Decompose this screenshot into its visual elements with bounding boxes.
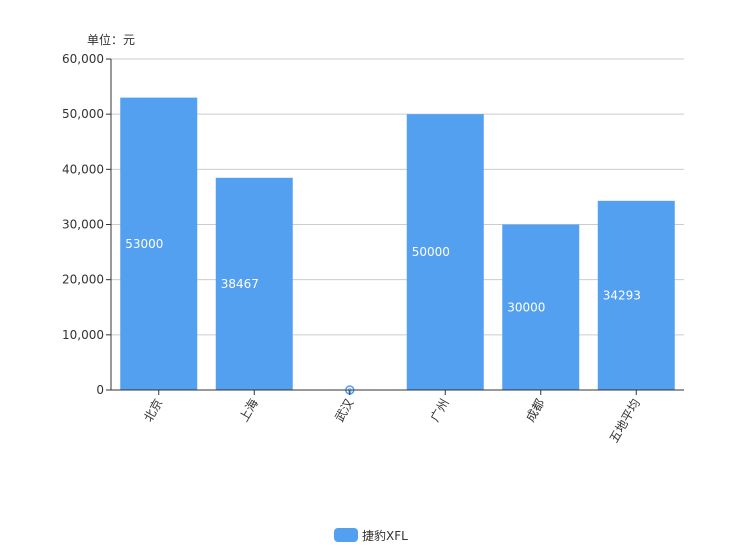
legend-swatch (334, 528, 358, 542)
y-tick-label: 20,000 (62, 273, 104, 287)
bar (597, 200, 675, 390)
x-tick-label: 上海 (236, 396, 261, 424)
bars (120, 97, 675, 395)
y-tick-label: 60,000 (62, 52, 104, 66)
grid-lines (111, 58, 684, 336)
y-tick-label: 50,000 (62, 107, 104, 121)
y-tick-label: 30,000 (62, 218, 104, 232)
data-label: 38467 (221, 277, 259, 291)
data-label: 34293 (603, 288, 641, 302)
x-tick-label: 武汉 (332, 397, 356, 425)
bar (120, 97, 198, 390)
x-axis: 北京 上海 武汉 广州 成都 五地平均 (111, 389, 684, 446)
bar (502, 224, 580, 390)
bar (215, 177, 293, 390)
y-tick-label: 40,000 (62, 162, 104, 176)
y-tick-label: 0 (96, 383, 104, 397)
y-tick-label: 10,000 (62, 328, 104, 342)
legend[interactable]: 捷豹XFL (334, 527, 408, 543)
legend-label: 捷豹XFL (362, 528, 408, 543)
data-label: 30000 (507, 300, 545, 314)
bar (406, 114, 484, 391)
data-labels: 53000384670500003000034293 (125, 237, 641, 395)
data-label: 53000 (125, 237, 163, 251)
x-tick-label: 北京 (141, 397, 165, 425)
unit-label: 单位：元 (87, 33, 136, 47)
x-tick-label: 广州 (428, 397, 452, 425)
data-label: 50000 (412, 245, 450, 259)
x-tick-label: 成都 (523, 397, 547, 425)
x-tick-label: 五地平均 (607, 397, 643, 446)
y-axis: 0 10,000 20,000 30,000 40,000 50,000 60,000 (62, 52, 112, 397)
